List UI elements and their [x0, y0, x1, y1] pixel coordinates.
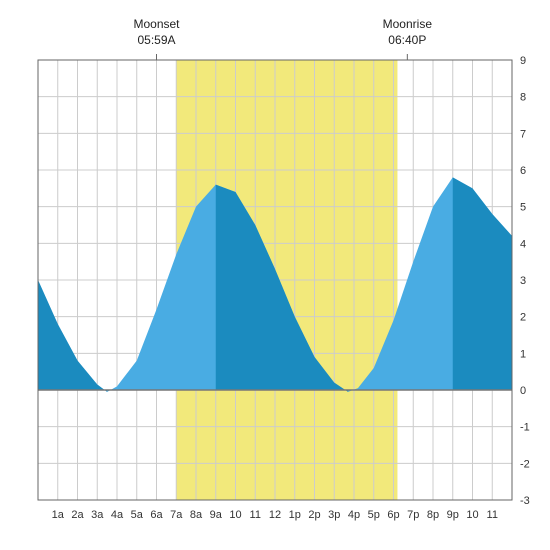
- x-tick-label: 7a: [170, 509, 183, 521]
- x-tick-label: 8p: [427, 509, 439, 521]
- x-tick-label: 5a: [131, 509, 144, 521]
- x-tick-label: 1a: [52, 509, 65, 521]
- y-tick-label: 3: [520, 275, 526, 287]
- x-tick-label: 5p: [368, 509, 380, 521]
- x-tick-label: 9p: [447, 509, 459, 521]
- y-tick-label: -2: [520, 458, 530, 470]
- x-tick-label: 3p: [328, 509, 340, 521]
- x-tick-label: 12: [269, 509, 281, 521]
- x-tick-label: 4p: [348, 509, 360, 521]
- x-tick-label: 8a: [190, 509, 203, 521]
- y-tick-label: 1: [520, 348, 526, 360]
- x-tick-label: 10: [466, 509, 478, 521]
- moon-event-time: 05:59A: [137, 33, 175, 47]
- x-tick-label: 2a: [71, 509, 84, 521]
- x-tick-label: 1p: [289, 509, 301, 521]
- tide-chart: 1a2a3a4a5a6a7a8a9a1011121p2p3p4p5p6p7p8p…: [0, 0, 550, 550]
- y-tick-label: 2: [520, 312, 526, 324]
- y-tick-label: 0: [520, 385, 526, 397]
- y-tick-label: 4: [520, 238, 526, 250]
- y-tick-label: -3: [520, 495, 530, 507]
- y-tick-label: 8: [520, 92, 526, 104]
- x-tick-label: 9a: [210, 509, 223, 521]
- moon-event-label: Moonrise: [383, 17, 433, 31]
- x-tick-label: 6p: [387, 509, 399, 521]
- x-tick-label: 10: [229, 509, 241, 521]
- y-tick-label: 5: [520, 202, 526, 214]
- chart-svg: 1a2a3a4a5a6a7a8a9a1011121p2p3p4p5p6p7p8p…: [0, 0, 550, 550]
- y-tick-label: -1: [520, 422, 530, 434]
- x-tick-label: 7p: [407, 509, 419, 521]
- x-tick-label: 4a: [111, 509, 124, 521]
- x-tick-label: 11: [250, 509, 261, 521]
- y-tick-label: 6: [520, 165, 526, 177]
- x-tick-label: 11: [487, 509, 498, 521]
- x-tick-label: 2p: [308, 509, 320, 521]
- moon-event-time: 06:40P: [388, 33, 426, 47]
- x-tick-label: 3a: [91, 509, 104, 521]
- y-tick-label: 7: [520, 128, 526, 140]
- x-tick-label: 6a: [150, 509, 163, 521]
- y-tick-label: 9: [520, 55, 526, 67]
- moon-event-label: Moonset: [133, 17, 180, 31]
